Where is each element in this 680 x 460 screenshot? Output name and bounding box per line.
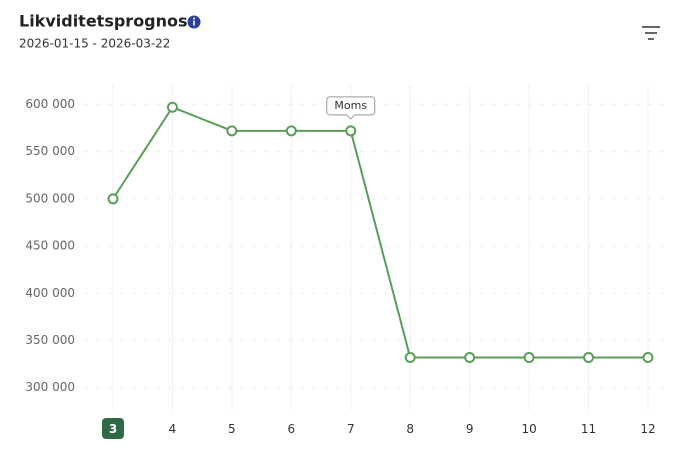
y-tick-label: 400 000 (25, 286, 75, 300)
point (464, 351, 476, 363)
x-tick-label: 8 (406, 422, 414, 436)
x-tick-label: 5 (228, 422, 236, 436)
x-tick-label: 6 (287, 422, 295, 436)
chart-title: Likviditetsprognos (19, 12, 188, 31)
x-tick-label: 12 (640, 422, 655, 436)
y-tick-label: 500 000 (25, 191, 75, 205)
point (166, 101, 178, 113)
point (285, 125, 297, 137)
annotation-box (326, 96, 376, 120)
y-tick-label: 550 000 (25, 144, 75, 158)
y-tick-label: 450 000 (25, 239, 75, 253)
annotation: Moms (326, 96, 376, 120)
point (523, 351, 535, 363)
x-tick-label: 3 (109, 422, 117, 436)
y-tick-label: 300 000 (25, 380, 75, 394)
point (583, 351, 595, 363)
x-tick-label: 10 (521, 422, 536, 436)
x-tick-label: 11 (581, 422, 596, 436)
point (345, 125, 357, 137)
x-tick-label: 4 (169, 422, 177, 436)
x-tick-label: 9 (466, 422, 474, 436)
point (226, 125, 238, 137)
point (642, 351, 654, 363)
selected-category (102, 418, 124, 439)
point (404, 351, 416, 363)
chart-subtitle: 2026-01-15 - 2026-03-22 (19, 37, 170, 51)
filter-icon[interactable] (642, 26, 660, 40)
point (107, 193, 119, 205)
y-tick-label: 600 000 (25, 97, 75, 111)
info-icon[interactable] (187, 15, 201, 29)
annotation-label: Moms (334, 99, 367, 112)
x-tick-label: 7 (347, 422, 355, 436)
line (112, 105, 648, 359)
y-tick-label: 350 000 (25, 333, 75, 347)
